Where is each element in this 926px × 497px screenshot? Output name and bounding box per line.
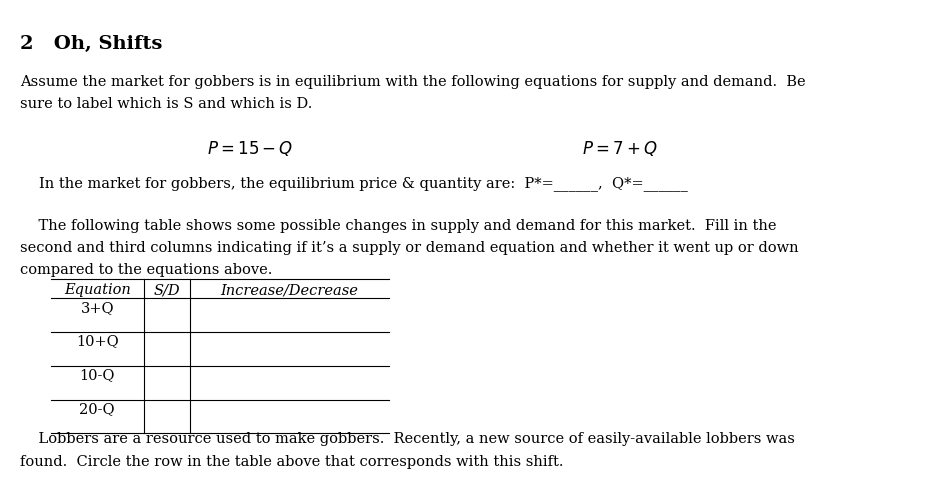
Text: 20-Q: 20-Q	[80, 402, 115, 416]
Text: The following table shows some possible changes in supply and demand for this ma: The following table shows some possible …	[20, 219, 777, 233]
Text: Increase/Decrease: Increase/Decrease	[220, 283, 358, 297]
Text: $P = 7 + Q$: $P = 7 + Q$	[582, 139, 658, 158]
Text: Lobbers are a resource used to make gobbers.  Recently, a new source of easily-a: Lobbers are a resource used to make gobb…	[20, 432, 795, 446]
Text: $P = 15 - Q$: $P = 15 - Q$	[206, 139, 294, 158]
Text: 10-Q: 10-Q	[80, 368, 115, 382]
Text: 3+Q: 3+Q	[81, 301, 114, 315]
Text: compared to the equations above.: compared to the equations above.	[20, 263, 273, 277]
Text: 10+Q: 10+Q	[76, 334, 119, 348]
Text: sure to label which is S and which is D.: sure to label which is S and which is D.	[20, 97, 313, 111]
Text: S/D: S/D	[154, 283, 180, 297]
Text: second and third columns indicating if it’s a supply or demand equation and whet: second and third columns indicating if i…	[20, 241, 799, 255]
Text: found.  Circle the row in the table above that corresponds with this shift.: found. Circle the row in the table above…	[20, 455, 564, 469]
Text: Assume the market for gobbers is in equilibrium with the following equations for: Assume the market for gobbers is in equi…	[20, 75, 806, 88]
Text: 2   Oh, Shifts: 2 Oh, Shifts	[20, 35, 163, 53]
Text: In the market for gobbers, the equilibrium price & quantity are:  P*=______,  Q*: In the market for gobbers, the equilibri…	[39, 176, 688, 191]
Text: Equation: Equation	[64, 283, 131, 297]
